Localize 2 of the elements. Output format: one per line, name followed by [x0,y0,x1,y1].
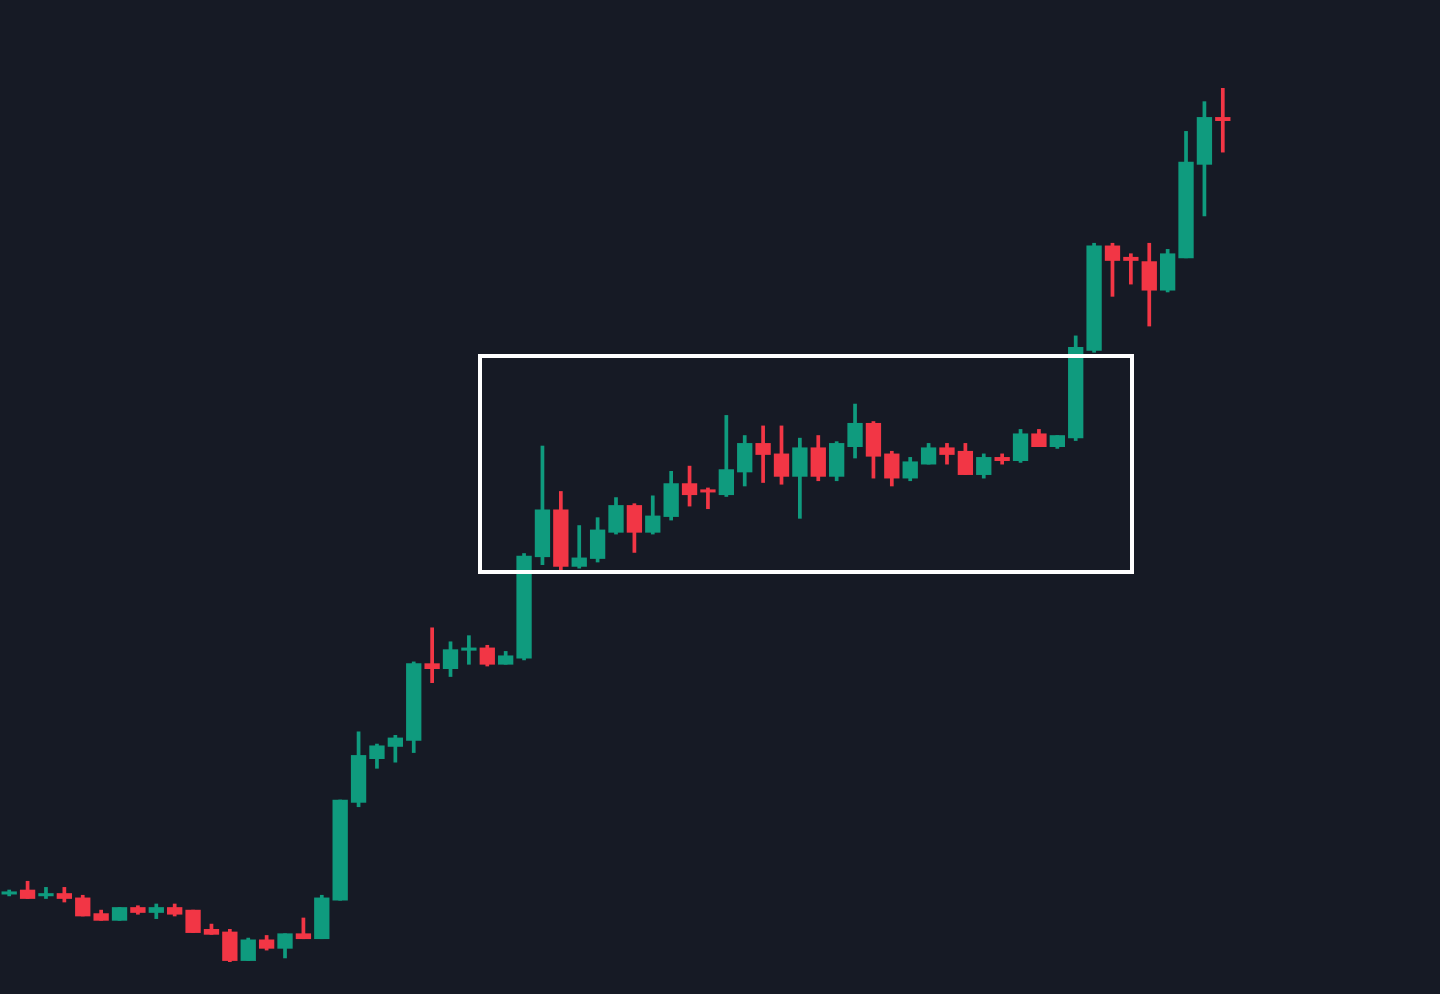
candlestick [1215,88,1231,153]
candlestick [424,627,440,683]
